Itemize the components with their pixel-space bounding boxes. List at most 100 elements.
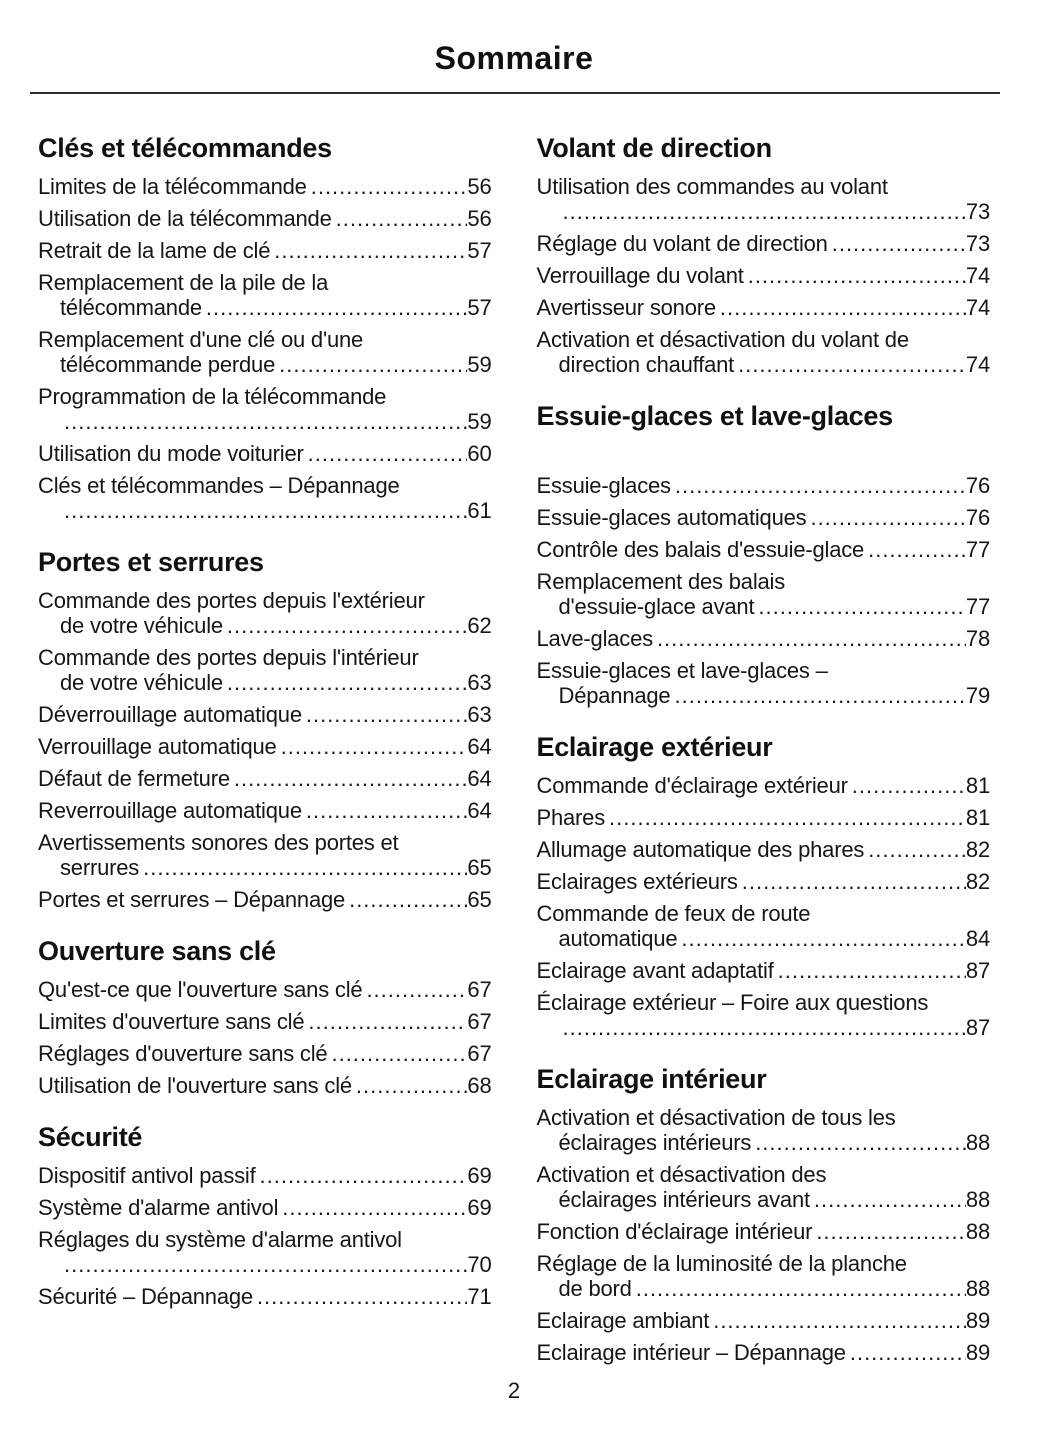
toc-entry: Eclairages extérieurs 82	[537, 869, 991, 894]
entry-text: Retrait de la lame de clé	[38, 238, 271, 263]
dot-leader	[302, 702, 468, 727]
entry-leader-line: Phares 81	[537, 805, 991, 830]
entry-page-number: 88	[965, 1187, 990, 1212]
toc-entry: Commande des portes depuis l'intérieur de…	[38, 645, 492, 695]
toc-entry: Essuie-glaces automatiques 76	[537, 505, 991, 530]
entry-leader-line: 59	[38, 409, 491, 434]
entry-text: de votre véhicule	[60, 613, 223, 638]
entry-text: Réglages d'ouverture sans clé	[38, 1041, 328, 1066]
entry-text: Déverrouillage automatique	[38, 702, 302, 727]
entry-leader-line: Fonction d'éclairage intérieur 88	[537, 1219, 991, 1244]
entry-text-line: Commande des portes depuis l'extérieur	[38, 588, 425, 613]
dot-leader	[60, 409, 467, 434]
toc-section: Eclairage extérieur Commande d'éclairage …	[537, 731, 991, 1040]
entry-page-number: 61	[467, 498, 492, 523]
entry-leader-line: Sécurité – Dépannage 71	[38, 1284, 492, 1309]
dot-leader	[734, 352, 966, 377]
toc-entry: Verrouillage du volant 74	[537, 263, 991, 288]
section-heading: Clés et télécommandes	[38, 133, 332, 163]
toc-entry: Réglage de la luminosité de la planche de…	[537, 1251, 991, 1301]
dot-leader	[202, 295, 468, 320]
toc-entry: Activation et désactivation du volant de…	[537, 327, 991, 377]
entry-text: Verrouillage du volant	[536, 263, 744, 288]
dot-leader	[230, 766, 468, 791]
toc-entry: Activation et désactivation des éclairage…	[537, 1162, 991, 1212]
toc-entry: Défaut de fermeture 64	[38, 766, 492, 791]
entry-text: d'essuie-glace avant	[558, 594, 755, 619]
toc-entry: Essuie-glaces 76	[537, 473, 991, 498]
dot-leader	[256, 1163, 468, 1188]
entry-leader-line: Réglage du volant de direction 73	[537, 231, 991, 256]
toc-section: Clés et télécommandes Limites de la téléc…	[38, 132, 492, 523]
entry-text: Qu'est-ce que l'ouverture sans clé	[38, 977, 363, 1002]
toc-entry: Reverrouillage automatique 64	[38, 798, 492, 823]
entry-text: Dispositif antivol passif	[38, 1163, 256, 1188]
toc-entry: Retrait de la lame de clé 57	[38, 238, 492, 263]
entry-page-number: 69	[467, 1195, 492, 1220]
entry-leader-line: Retrait de la lame de clé 57	[38, 238, 492, 263]
entry-page-number: 88	[965, 1219, 990, 1244]
toc-entry: Eclairage avant adaptatif 87	[537, 958, 991, 983]
section-heading: Portes et serrures	[38, 547, 264, 577]
page-title: Sommaire	[434, 40, 594, 76]
toc-entry: Avertisseur sonore 74	[537, 295, 991, 320]
entry-leader-line: Défaut de fermeture 64	[38, 766, 492, 791]
entry-page-number: 88	[965, 1276, 990, 1301]
entry-page-number: 74	[965, 295, 990, 320]
entry-leader-line: 87	[537, 1015, 990, 1040]
dot-leader	[278, 1195, 467, 1220]
entry-page-number: 71	[467, 1284, 492, 1309]
entry-page-number: 57	[467, 295, 492, 320]
entry-page-number: 81	[965, 773, 990, 798]
entry-text-line: Utilisation des commandes au volant	[536, 174, 888, 199]
entry-page-number: 77	[965, 537, 990, 562]
page-header: Sommaire	[0, 0, 1055, 76]
toc-entry: Utilisation de la télécommande 56	[38, 206, 492, 231]
dot-leader	[605, 805, 966, 830]
entry-leader-line: de bord 88	[537, 1276, 991, 1301]
toc-entry: Fonction d'éclairage intérieur 88	[537, 1219, 991, 1244]
entry-page-number: 64	[467, 798, 492, 823]
dot-leader	[275, 352, 467, 377]
dot-leader	[60, 498, 467, 523]
dot-leader	[270, 238, 467, 263]
entry-leader-line: Lave-glaces 78	[537, 626, 991, 651]
entry-text: Commande d'éclairage extérieur	[536, 773, 848, 798]
entry-page-number: 64	[467, 734, 492, 759]
entry-leader-line: Qu'est-ce que l'ouverture sans clé 67	[38, 977, 492, 1002]
entry-page-number: 79	[965, 683, 990, 708]
entry-page-number: 56	[467, 174, 492, 199]
entry-leader-line: 61	[38, 498, 492, 523]
toc-entry: Phares 81	[537, 805, 991, 830]
dot-leader	[671, 473, 966, 498]
entry-text-line: Clés et télécommandes – Dépannage	[38, 473, 400, 498]
entry-text-line: Activation et désactivation du volant de	[536, 327, 910, 352]
entry-text: Eclairage avant adaptatif	[536, 958, 774, 983]
toc-entry: Remplacement de la pile de la télécommand…	[38, 270, 492, 320]
entry-text: éclairages intérieurs avant	[558, 1187, 811, 1212]
entry-page-number: 89	[965, 1340, 990, 1365]
entry-page-number: 73	[965, 199, 990, 224]
dot-leader	[559, 1015, 966, 1040]
dot-leader	[277, 734, 468, 759]
entry-leader-line: Essuie-glaces 76	[537, 473, 991, 498]
toc-entry: Sécurité – Dépannage 71	[38, 1284, 492, 1309]
toc-entry: Limites d'ouverture sans clé 67	[38, 1009, 492, 1034]
section-heading: Ouverture sans clé	[38, 936, 276, 966]
entry-text: éclairages intérieurs	[558, 1130, 752, 1155]
dot-leader	[345, 887, 467, 912]
dot-leader	[754, 594, 966, 619]
entry-page-number: 63	[467, 670, 492, 695]
entry-leader-line: Eclairages extérieurs 82	[537, 869, 991, 894]
dot-leader	[751, 1130, 966, 1155]
entry-text: Sécurité – Dépannage	[38, 1284, 253, 1309]
entry-text-line: Remplacement d'une clé ou d'une	[38, 327, 364, 352]
entry-page-number: 82	[965, 869, 990, 894]
entry-page-number: 76	[965, 505, 990, 530]
entry-page-number: 65	[467, 887, 492, 912]
section-heading: Essuie-glaces et lave-glaces	[536, 401, 894, 431]
dot-leader	[139, 855, 467, 880]
toc-entry: Remplacement des balais d'essuie-glace av…	[537, 569, 991, 619]
dot-leader	[223, 613, 468, 638]
